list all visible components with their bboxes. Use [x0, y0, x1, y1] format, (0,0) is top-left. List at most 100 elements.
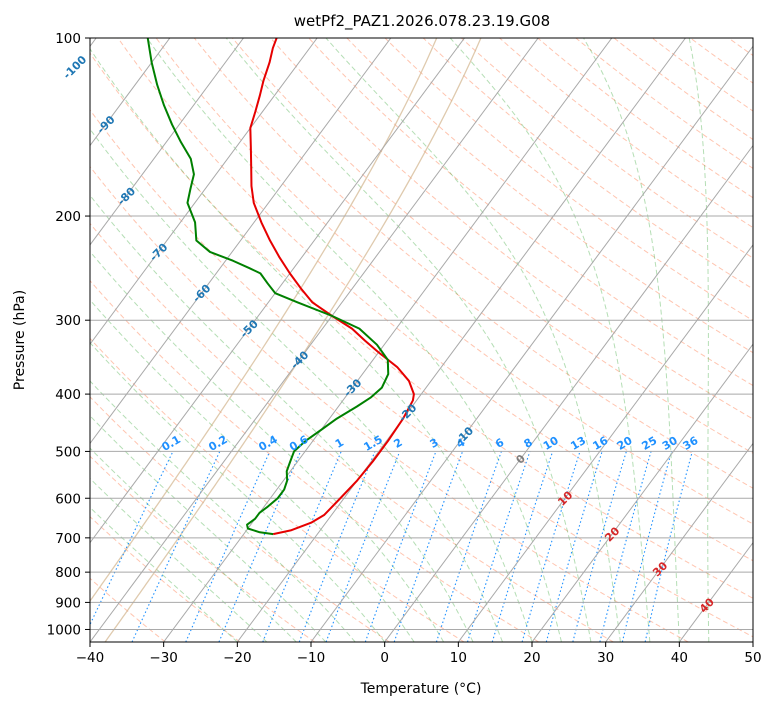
x-tick-label: −10	[297, 650, 326, 666]
moist-adiabat	[146, 38, 562, 642]
dry-adiabat	[422, 38, 753, 290]
dry-adiabat	[232, 38, 753, 454]
dry-adiabat	[90, 279, 540, 642]
y-tick-label: 100	[55, 31, 81, 47]
x-tick-label: 30	[597, 650, 614, 666]
dry-adiabat	[613, 38, 753, 141]
moist-adiabat	[583, 38, 680, 642]
isotherm-label: -20	[396, 401, 419, 424]
mixing-ratio-label: 16	[590, 434, 610, 453]
isotherm-label: -90	[94, 113, 117, 136]
y-tick-label: 300	[55, 313, 81, 329]
mixing-ratio-line	[325, 451, 401, 642]
dry-adiabat	[117, 38, 753, 562]
y-tick-label: 700	[55, 531, 81, 547]
mixing-ratio-line	[599, 451, 652, 642]
moist-adiabat	[90, 447, 297, 642]
dry-adiabat	[155, 38, 753, 525]
isotherm	[90, 38, 539, 642]
mixing-ratio-line	[435, 451, 502, 642]
mixing-ratio-label: 25	[639, 434, 659, 453]
mixing-ratio-line	[572, 451, 627, 642]
dry-adiabat	[90, 577, 166, 642]
isotherm	[90, 38, 244, 246]
dry-adiabat	[90, 222, 614, 642]
isotherm-label: -100	[61, 53, 90, 82]
mixing-ratio-line	[185, 451, 271, 642]
y-tick-label: 800	[55, 565, 81, 581]
isotherm	[90, 38, 318, 345]
mixing-ratio-label: 0.1	[159, 433, 182, 454]
mixing-ratio-label: 20	[615, 434, 635, 453]
isotherm	[752, 641, 753, 642]
moist-adiabat	[90, 477, 268, 642]
dewpoint-profile	[146, 38, 390, 536]
mixing-ratio-line	[545, 451, 603, 642]
y-axis-label: Pressure (hPa)	[12, 290, 28, 390]
moist-adiabat	[225, 38, 592, 642]
mixing-ratio-line	[521, 451, 581, 642]
isotherm	[90, 38, 392, 445]
moist-adiabat	[90, 128, 503, 642]
dry-adiabat	[728, 38, 753, 57]
mixing-ratio-label: 0.2	[206, 433, 229, 454]
grid	[90, 38, 775, 642]
axis-ticks: −40 −30 −20 −10 0 10 20 30 40 5010009008007006005…	[47, 31, 762, 666]
lcl-curve	[90, 38, 438, 603]
isotherm	[310, 45, 753, 642]
dry-adiabat	[90, 396, 390, 642]
moist-adiabat	[688, 38, 710, 642]
x-tick-label: 50	[744, 650, 761, 666]
dry-adiabat	[90, 165, 689, 642]
moist-adiabat	[90, 380, 356, 642]
dry-adiabat	[651, 38, 753, 112]
isotherm-label: 20	[602, 524, 622, 544]
y-tick-label: 1000	[47, 622, 81, 638]
temperature-profile	[249, 38, 415, 536]
moist-adiabat	[449, 38, 651, 642]
isotherm	[90, 38, 465, 544]
mixing-ratio-label: 36	[681, 434, 701, 453]
mixing-ratio-line	[466, 451, 531, 642]
mixing-ratio-label: 30	[660, 434, 680, 453]
mixing-ratio-label: 0.4	[256, 433, 280, 454]
x-tick-label: 20	[523, 650, 540, 666]
x-tick-label: 10	[450, 650, 467, 666]
moist-adiabat	[325, 38, 621, 642]
moist-adiabat	[90, 506, 238, 642]
y-tick-label: 600	[55, 491, 81, 507]
isotherm-label: 30	[650, 559, 670, 579]
dry-adiabat	[767, 38, 775, 642]
isotherm	[384, 144, 753, 642]
x-tick-label: −30	[149, 650, 178, 666]
mixing-ratio-line	[491, 451, 554, 642]
mixing-ratio-label: 10	[541, 434, 561, 453]
mixing-ratio-line	[131, 451, 221, 642]
mixing-ratio-label: 2	[391, 436, 404, 451]
mixing-ratio-line	[298, 451, 376, 642]
mixing-ratio-line	[218, 451, 302, 642]
isotherm	[163, 38, 613, 642]
x-axis-label: Temperature (°C)	[360, 681, 482, 697]
isotherm	[236, 38, 686, 642]
dry-adiabat	[90, 52, 753, 599]
y-tick-label: 900	[55, 595, 81, 611]
plot-frame	[89, 37, 754, 643]
mixing-ratio-line	[262, 451, 342, 642]
y-tick-label: 500	[55, 444, 81, 460]
x-tick-label: −20	[223, 650, 252, 666]
y-tick-label: 400	[55, 387, 81, 403]
moist-adiabat	[90, 194, 474, 642]
moist-adiabat	[90, 415, 327, 642]
dry-adiabat	[270, 38, 753, 420]
moist-adiabat	[90, 299, 415, 642]
profiles	[146, 38, 415, 536]
moist-adiabat	[90, 250, 445, 642]
isotherm	[457, 244, 753, 642]
mixing-ratio-line	[90, 451, 174, 626]
isotherm	[605, 442, 753, 642]
mixing-ratio-line	[621, 451, 673, 642]
isotherm-label: -80	[115, 184, 138, 207]
isotherm-label: -30	[341, 376, 364, 399]
isotherm	[531, 343, 753, 642]
